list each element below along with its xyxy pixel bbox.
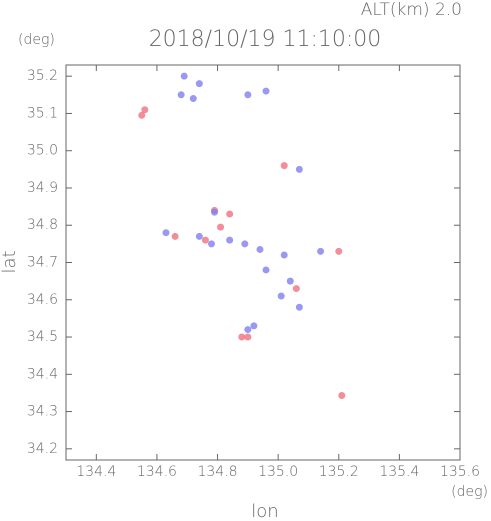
x-unit: (deg) <box>451 484 488 500</box>
echo-point <box>256 245 264 253</box>
echo-point <box>217 223 225 231</box>
echo-point <box>286 277 294 285</box>
echo-point <box>295 303 303 311</box>
y-tick-label: 35.0 <box>27 143 58 159</box>
echo-point <box>277 292 285 300</box>
echo-point <box>195 232 203 240</box>
x-tick-label: 134.4 <box>76 464 116 480</box>
echo-point <box>177 91 185 99</box>
echo-point <box>262 266 270 274</box>
echo-point <box>141 106 149 114</box>
x-axis-label: lon <box>251 501 278 521</box>
echo-point <box>244 333 252 341</box>
x-tick-label: 134.8 <box>197 464 237 480</box>
y-tick-label: 34.8 <box>27 217 58 233</box>
echo-point <box>171 232 179 240</box>
echo-point <box>338 392 346 400</box>
echo-point <box>244 91 252 99</box>
x-tick-label: 135.4 <box>379 464 419 480</box>
plot-frame <box>65 64 461 461</box>
y-tick-label: 34.6 <box>27 292 58 308</box>
echo-point <box>244 326 252 334</box>
echo-point <box>335 247 343 255</box>
echo-point <box>180 72 188 80</box>
echo-point <box>295 165 303 173</box>
y-tick-label: 34.2 <box>27 441 58 457</box>
x-tick-label: 135.0 <box>258 464 298 480</box>
echo-point <box>280 251 288 259</box>
y-tick-label: 34.5 <box>27 329 58 345</box>
echo-point <box>207 240 215 248</box>
y-tick-label: 34.3 <box>27 404 58 420</box>
chart-title: 2018/10/19 11:10:00 <box>149 27 382 52</box>
y-unit: (deg) <box>18 32 55 48</box>
y-tick-label: 35.1 <box>27 105 58 121</box>
y-tick-label: 34.9 <box>27 180 58 196</box>
x-tick-label: 134.6 <box>137 464 177 480</box>
echo-point <box>262 87 270 95</box>
x-tick-label: 135.6 <box>440 464 480 480</box>
echo-point <box>138 111 146 119</box>
echo-point <box>226 210 234 218</box>
echo-point <box>250 322 258 330</box>
y-axis-label: lat <box>0 250 20 273</box>
echo-point <box>238 333 246 341</box>
y-tick-label: 34.7 <box>27 255 58 271</box>
y-tick-label: 35.2 <box>27 68 58 84</box>
echo-point <box>211 208 219 216</box>
echo-point <box>226 236 234 244</box>
echo-point <box>162 229 170 237</box>
echo-point <box>280 162 288 170</box>
echo-point <box>317 247 325 255</box>
y-tick-label: 34.4 <box>27 366 58 382</box>
echo-point <box>241 240 249 248</box>
echo-point <box>195 80 203 88</box>
x-tick-label: 135.2 <box>319 464 359 480</box>
altitude-label: ALT(km) 2.0 <box>361 0 462 20</box>
echo-point <box>189 95 197 103</box>
echo-point <box>292 285 300 293</box>
echo-point <box>201 236 209 244</box>
